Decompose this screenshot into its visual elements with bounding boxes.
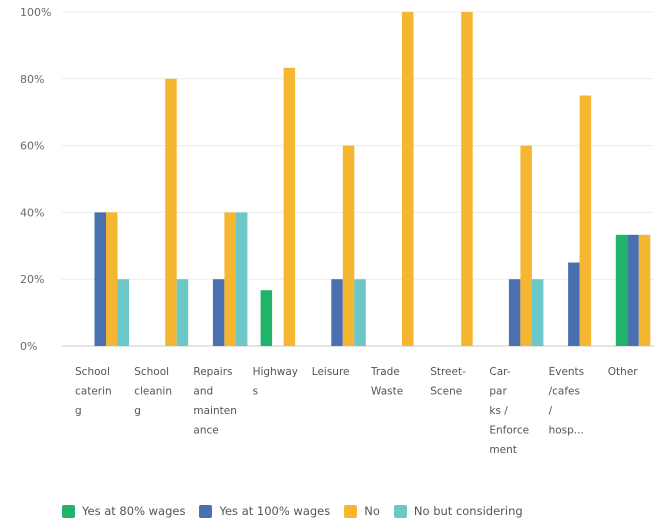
legend-item: No	[344, 504, 380, 518]
bar	[235, 212, 248, 346]
bar	[224, 212, 236, 346]
x-tick-label-line: g	[134, 405, 141, 417]
x-tick-label-line: s	[253, 386, 258, 398]
x-tick-label-line: School	[75, 366, 110, 378]
x-tick-label-line: /	[549, 405, 553, 417]
bar	[627, 234, 639, 346]
x-tick-label-line: Scene	[430, 386, 462, 398]
x-tick-label-line: cleanin	[134, 386, 172, 398]
x-tick-label-line: /cafes	[549, 386, 580, 398]
x-tick-label: Other	[608, 366, 638, 378]
y-tick-label: 20%	[20, 273, 44, 286]
legend: Yes at 80% wages Yes at 100% wages No No bu…	[62, 504, 537, 518]
x-tick-label: Events/cafes / hosp...	[549, 366, 585, 437]
x-tick-label-line: Trade	[370, 366, 400, 378]
legend-label: No	[364, 504, 380, 518]
x-tick-label: Repairs and mainten ance	[193, 366, 236, 437]
x-tick-label: School caterin g	[75, 366, 112, 417]
bar	[94, 212, 106, 346]
legend-label: No but considering	[413, 504, 523, 518]
x-tick-label-line: Events	[549, 366, 585, 378]
bar	[520, 145, 532, 346]
bar	[568, 262, 580, 346]
x-tick-label-line: hosp...	[549, 425, 584, 437]
x-tick-label-line: ment	[489, 444, 516, 456]
legend-item: Yes at 80% wages	[62, 504, 185, 518]
x-axis-labels: School caterin g School cleanin g Repairs and ma…	[75, 366, 638, 456]
x-tick-label: Leisure	[312, 366, 350, 378]
bar	[615, 234, 628, 346]
x-tick-label-line: Repairs	[193, 366, 232, 378]
y-tick-label: 40%	[20, 206, 44, 219]
y-tick-label: 100%	[20, 6, 51, 19]
legend-swatch	[62, 504, 75, 518]
legend-label: Yes at 100% wages	[219, 504, 331, 518]
x-tick-label: Car-par ks / Enforce ment	[489, 366, 529, 456]
legend-swatch	[393, 504, 407, 518]
x-tick-label-line: Waste	[371, 386, 403, 398]
x-tick-label-line: and	[193, 386, 213, 398]
grid	[62, 11, 654, 347]
bar	[638, 234, 651, 346]
x-tick-label-line: Other	[608, 366, 638, 378]
bar	[165, 78, 177, 347]
x-tick-label-line: mainten	[193, 405, 236, 417]
x-tick-label-line: Leisure	[312, 366, 350, 378]
x-tick-label: Street- Scene	[430, 366, 466, 398]
bar	[331, 279, 343, 346]
x-tick-label-line: Enforce	[489, 425, 529, 437]
bar	[508, 279, 521, 346]
legend-item: No but considering	[393, 504, 523, 518]
x-tick-label-line: Highway	[253, 366, 298, 378]
bar	[260, 290, 273, 346]
x-tick-label-line: Street-	[430, 366, 466, 378]
y-tick-label: 80%	[20, 73, 44, 86]
x-tick-label: Trade Waste	[370, 366, 403, 398]
bar	[461, 12, 473, 346]
bar	[531, 279, 544, 346]
x-tick-label-line: School	[134, 366, 169, 378]
x-tick-label: School cleanin g	[134, 366, 172, 417]
bar	[342, 145, 355, 346]
bar	[106, 212, 118, 346]
legend-item: Yes at 100% wages	[199, 504, 330, 518]
bar	[117, 279, 129, 346]
legend-swatch	[199, 504, 213, 518]
y-axis-ticks: 0% 20% 40% 60% 80% 100%	[20, 6, 51, 353]
x-tick-label-line: ance	[193, 425, 218, 437]
x-tick-label-line: ks /	[489, 405, 508, 417]
x-tick-label: Highway s	[253, 366, 298, 398]
bars	[94, 12, 651, 347]
bar	[579, 95, 592, 346]
bar	[354, 279, 366, 346]
legend-swatch	[344, 504, 358, 518]
x-tick-label-line: g	[75, 405, 82, 417]
bar	[402, 12, 414, 346]
bar	[283, 67, 296, 347]
bar	[212, 279, 225, 346]
x-tick-label-line: par	[489, 386, 507, 398]
x-tick-label-line: Car-	[489, 366, 510, 378]
legend-label: Yes at 80% wages	[82, 504, 186, 518]
y-tick-label: 60%	[20, 140, 44, 153]
x-tick-label-line: caterin	[75, 386, 112, 398]
y-tick-label: 0%	[20, 340, 37, 353]
bar	[176, 279, 189, 346]
